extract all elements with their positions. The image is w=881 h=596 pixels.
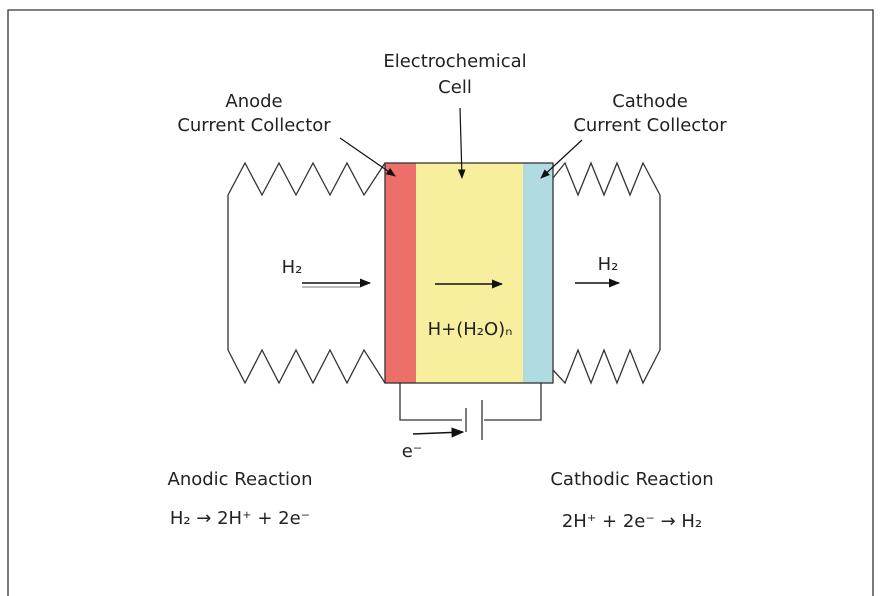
cell-outline	[384, 162, 554, 384]
anode-label: Anode	[225, 91, 282, 112]
cathode-label: Current Collector	[573, 115, 727, 136]
cathodic-title: Cathodic Reaction	[550, 469, 713, 490]
cell-label: Electrochemical	[383, 51, 526, 72]
cathodic-equation: 2H⁺ + 2e⁻ → H₂	[562, 511, 702, 532]
anodic-title: Anodic Reaction	[168, 469, 313, 490]
outlet-gas: H₂	[598, 254, 619, 275]
wire-right	[484, 383, 542, 421]
pointer	[339, 137, 396, 177]
anode-collector	[385, 163, 416, 383]
anode-label: Current Collector	[177, 115, 331, 136]
electron-arrow	[412, 427, 465, 438]
membrane-species: H+(H₂O)ₙ	[428, 319, 513, 340]
membrane	[416, 163, 523, 383]
inlet-gas: H₂	[282, 257, 303, 278]
cell-label: Cell	[438, 77, 472, 98]
anode-zigzag-bottom	[227, 348, 386, 385]
cathode-collector	[523, 163, 553, 383]
cathode-label: Cathode	[612, 91, 688, 112]
anode-zigzag-top	[227, 161, 386, 197]
cathode-zigzag-top	[552, 161, 661, 197]
frame	[7, 9, 874, 596]
pointer	[457, 107, 466, 179]
wire-left	[399, 383, 462, 421]
pointer	[540, 139, 583, 179]
cathode-zigzag-bottom	[552, 348, 661, 385]
electron-label: e⁻	[402, 441, 423, 462]
anodic-equation: H₂ → 2H⁺ + 2e⁻	[170, 508, 310, 529]
